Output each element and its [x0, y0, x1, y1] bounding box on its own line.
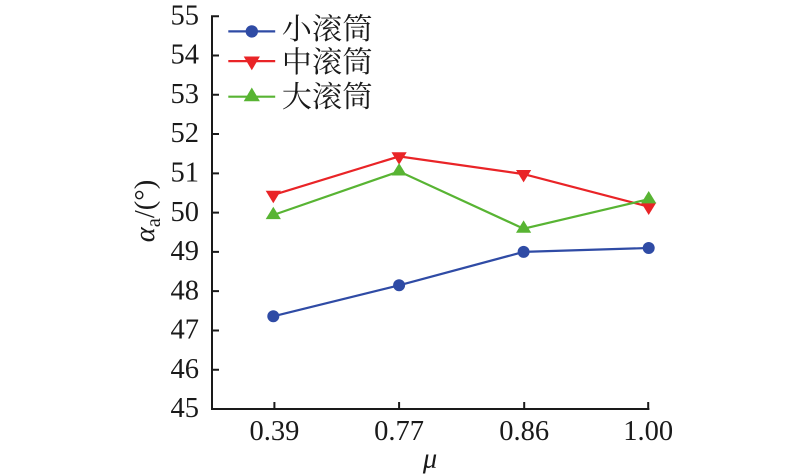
svg-text:55: 55 [171, 0, 200, 31]
svg-text:μ: μ [422, 444, 437, 475]
svg-text:49: 49 [171, 236, 200, 267]
svg-text:51: 51 [171, 158, 200, 189]
svg-text:50: 50 [171, 197, 200, 228]
svg-text:54: 54 [171, 40, 200, 71]
svg-text:45: 45 [171, 393, 200, 424]
svg-text:47: 47 [171, 315, 200, 346]
svg-text:0.86: 0.86 [499, 416, 549, 447]
svg-text:αa/(°): αa/(°) [130, 180, 165, 242]
svg-text:1.00: 1.00 [623, 416, 673, 447]
svg-text:53: 53 [171, 79, 200, 110]
svg-text:46: 46 [171, 354, 200, 385]
svg-text:0.39: 0.39 [249, 416, 299, 447]
svg-text:0.77: 0.77 [374, 416, 424, 447]
svg-text:52: 52 [171, 118, 200, 149]
svg-text:48: 48 [171, 275, 200, 306]
